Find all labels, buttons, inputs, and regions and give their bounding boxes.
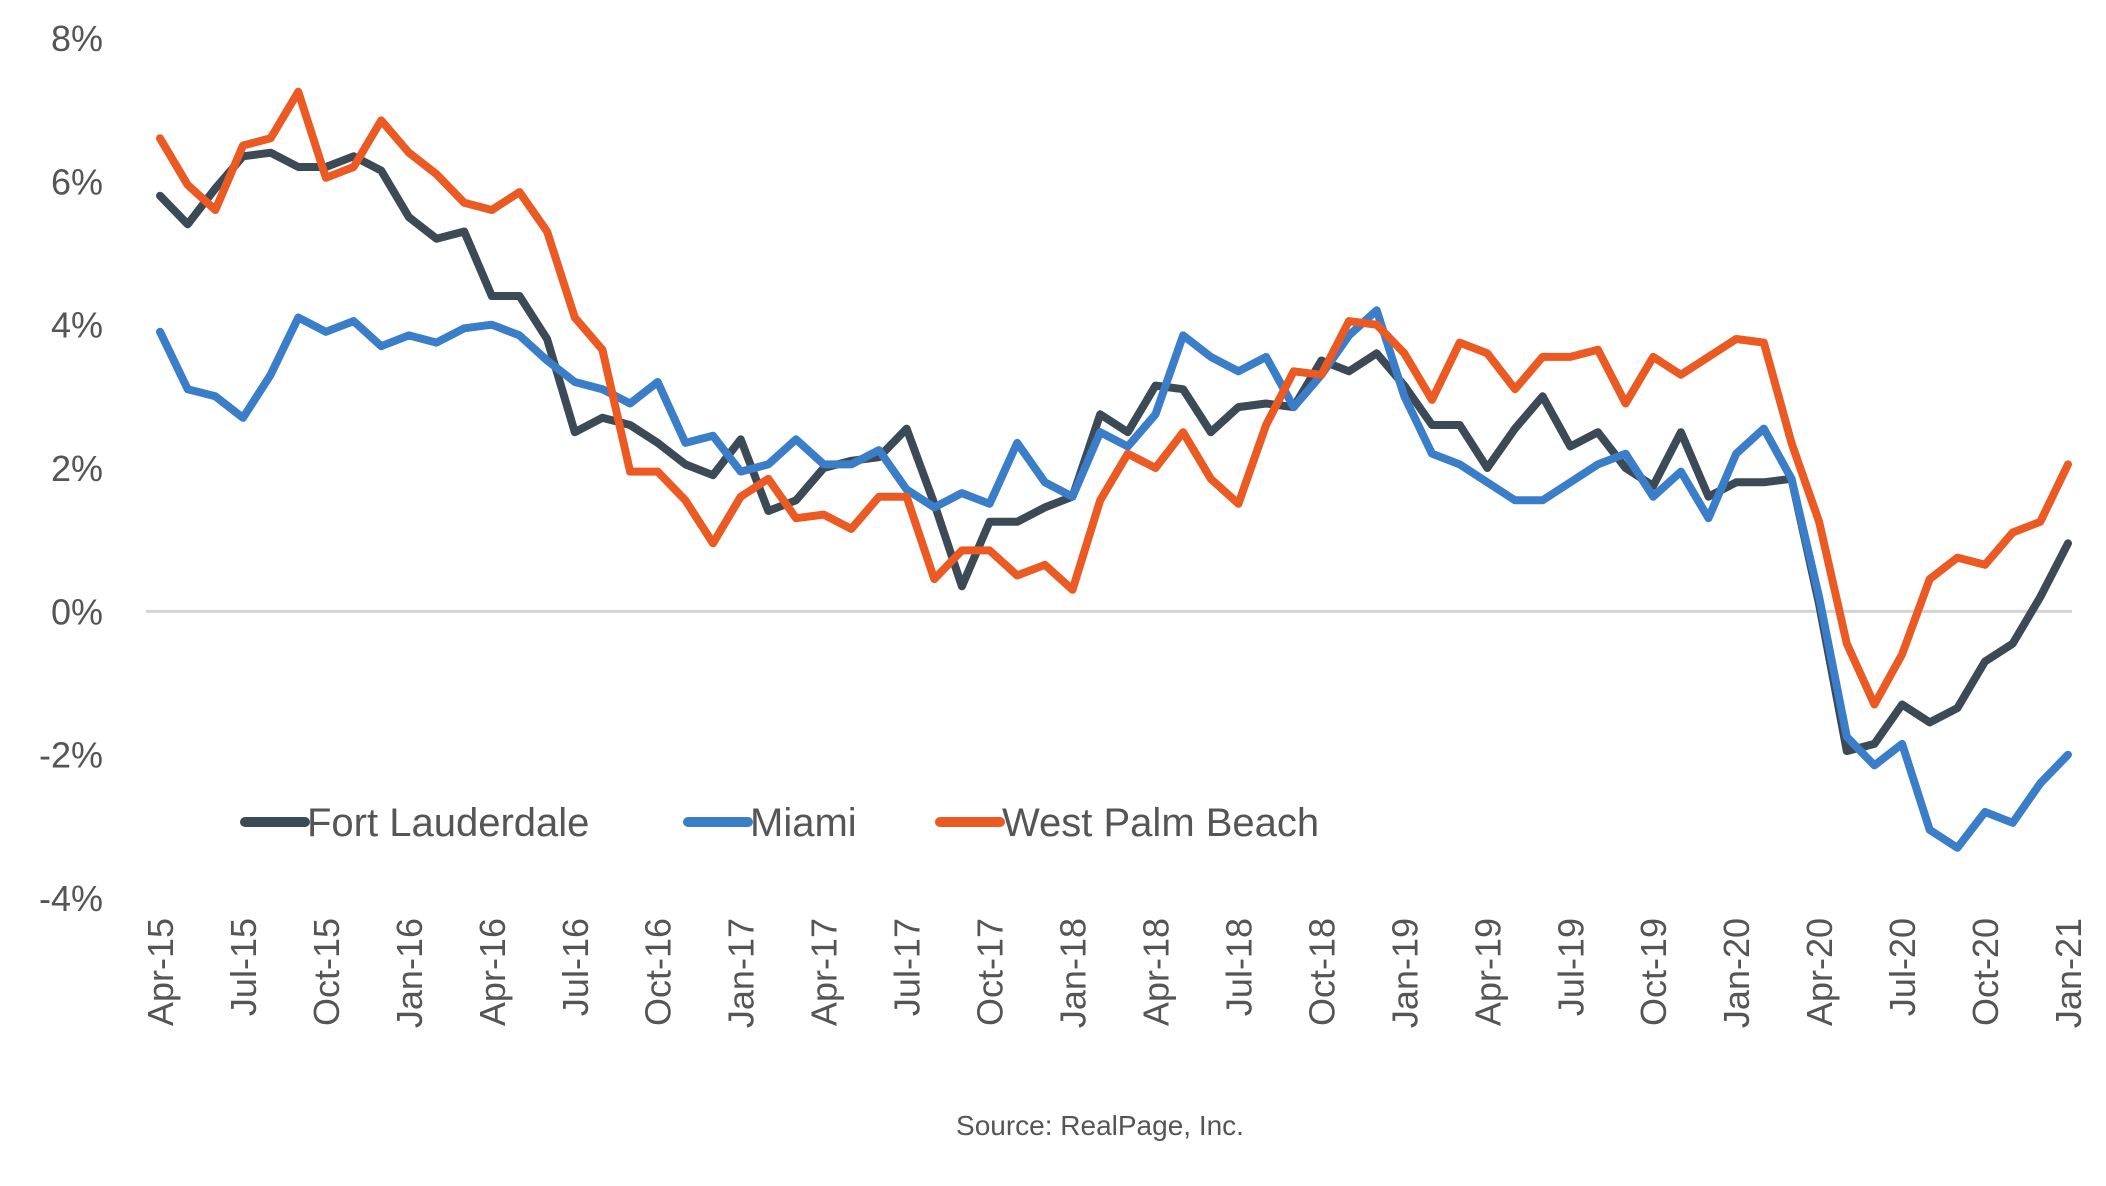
x-tick-label: Oct-16 — [638, 918, 679, 1026]
x-tick-label: Oct-18 — [1301, 918, 1342, 1026]
y-tick-label: -4% — [39, 878, 103, 919]
x-tick-label: Jul-17 — [887, 918, 928, 1016]
source-note: Source: RealPage, Inc. — [956, 1110, 1244, 1141]
x-tick-label: Oct-19 — [1633, 918, 1674, 1026]
series-line-west-palm-beach — [156, 87, 2072, 709]
legend-label: Miami — [750, 801, 857, 845]
x-tick-label: Jan-19 — [1384, 918, 1425, 1028]
x-tick-label: Jul-16 — [555, 918, 596, 1016]
x-tick-label: Jul-19 — [1550, 918, 1591, 1016]
legend-label: West Palm Beach — [1002, 801, 1319, 845]
legend-label: Fort Lauderdale — [307, 801, 589, 845]
x-tick-label: Jan-21 — [2048, 918, 2089, 1028]
x-tick-label: Jul-18 — [1218, 918, 1259, 1016]
y-tick-label: 0% — [51, 591, 103, 632]
x-tick-label: Apr-17 — [804, 918, 845, 1026]
x-tick-label: Jan-16 — [389, 918, 430, 1028]
y-tick-label: 8% — [51, 18, 103, 59]
y-tick-label: 4% — [51, 305, 103, 346]
legend: Fort Lauderdale Miami West Palm Beach — [240, 801, 1319, 845]
x-tick-label: Apr-20 — [1799, 918, 1840, 1026]
x-tick-label: Apr-19 — [1467, 918, 1508, 1026]
y-tick-label: -2% — [39, 735, 103, 776]
series-layer — [156, 87, 2072, 852]
x-tick-label: Jan-17 — [721, 918, 762, 1028]
x-axis-ticks: Apr-15 Jul-15 Oct-15 Jan-16 Apr-16 Jul-16 Oct-… — [140, 918, 2089, 1028]
x-tick-label: Jul-20 — [1882, 918, 1923, 1016]
x-tick-label: Jan-18 — [1053, 918, 1094, 1028]
x-tick-label: Oct-17 — [970, 918, 1011, 1026]
series-line-miami — [156, 306, 2072, 852]
y-axis-ticks: 8% 6% 4% 2% 0% -2% -4% — [39, 18, 103, 919]
x-tick-label: Apr-15 — [140, 918, 181, 1026]
x-tick-label: Oct-15 — [306, 918, 347, 1026]
x-tick-label: Apr-18 — [1135, 918, 1176, 1026]
y-tick-label: 2% — [51, 448, 103, 489]
x-tick-label: Jan-20 — [1716, 918, 1757, 1028]
x-tick-label: Oct-20 — [1965, 918, 2006, 1026]
x-tick-label: Jul-15 — [223, 918, 264, 1016]
x-tick-label: Apr-16 — [472, 918, 513, 1026]
series-line-fort-lauderdale — [156, 148, 2072, 756]
y-tick-label: 6% — [51, 161, 103, 202]
